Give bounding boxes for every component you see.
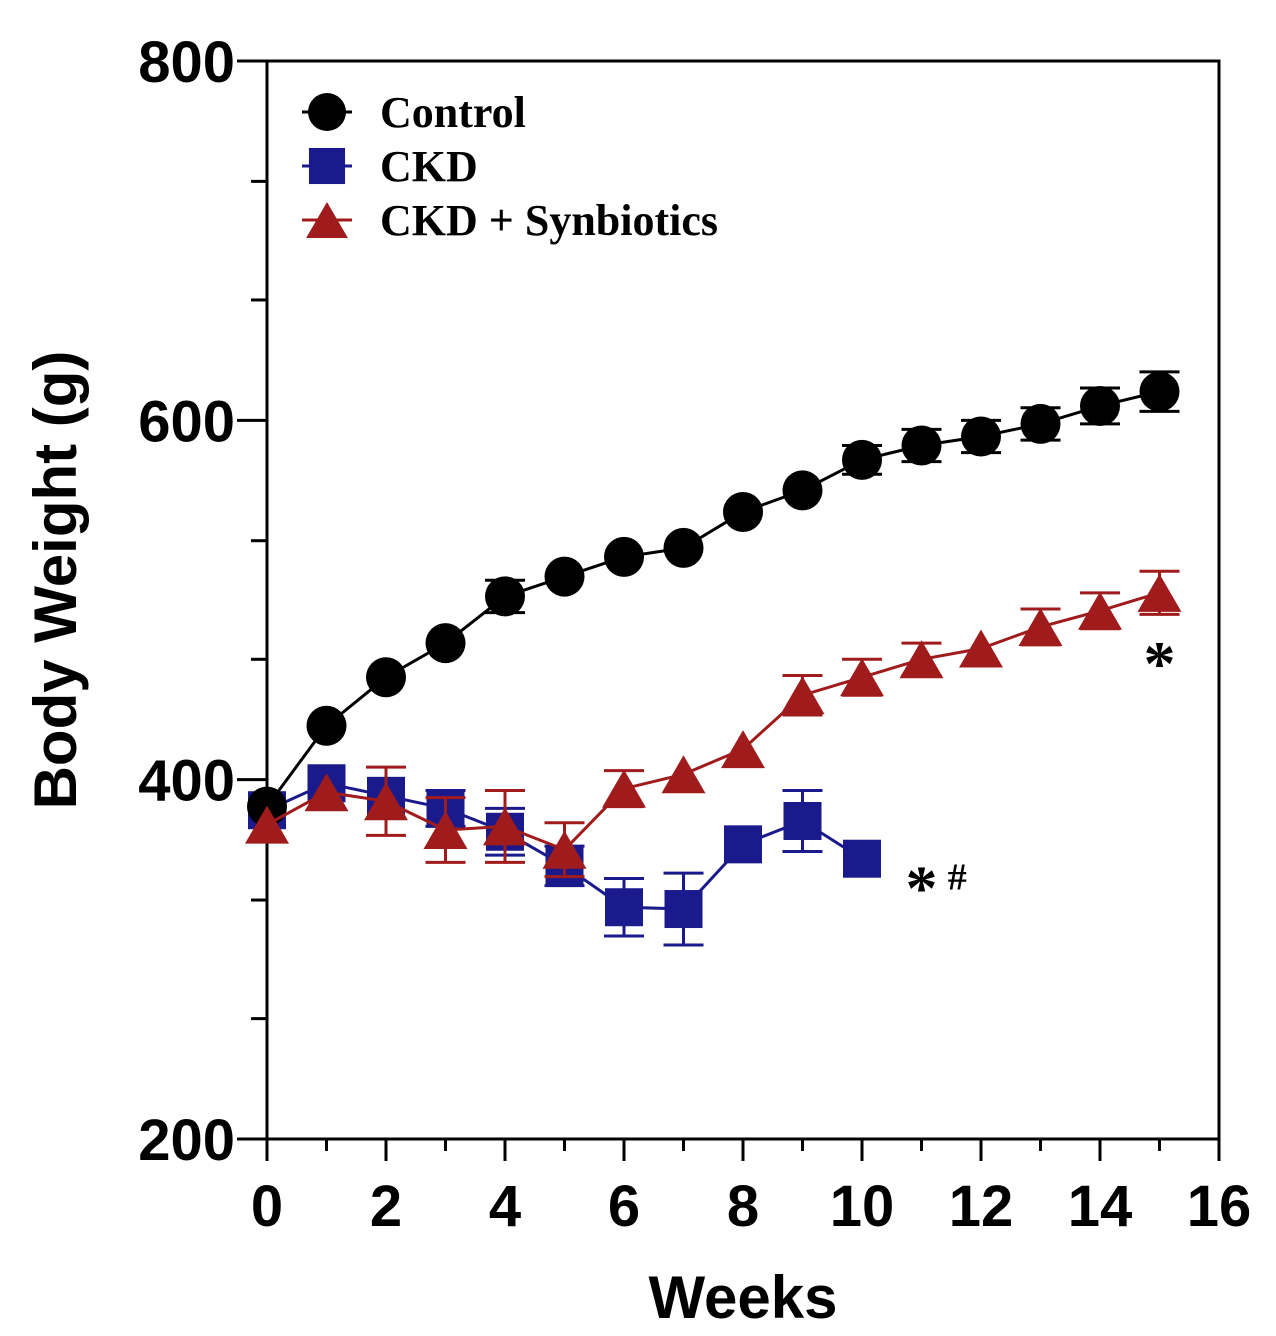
- legend-entry: CKD: [302, 142, 478, 191]
- data-point-ckd-synbiotics: [364, 782, 408, 821]
- data-point-control: [604, 536, 644, 577]
- x-tick-label: 0: [251, 1174, 283, 1239]
- data-point-ckd-synbiotics: [1018, 607, 1063, 646]
- data-point-control: [723, 491, 763, 532]
- data-point-control: [1020, 403, 1061, 444]
- annotation-asterisk: *: [906, 852, 938, 923]
- legend-marker: [308, 147, 346, 185]
- data-point-control: [544, 556, 585, 597]
- x-axis: 0 2 4 6 8 10 12 14 16: [251, 1139, 1251, 1239]
- data-point-ckd-synbiotics: [542, 830, 587, 869]
- data-point-control: [842, 439, 882, 480]
- data-point-control: [366, 657, 406, 698]
- data-point-ckd-synbiotics: [721, 730, 765, 769]
- data-point-control: [1139, 371, 1180, 412]
- data-point-ckd: [783, 801, 822, 840]
- annotation-asterisk: *: [1144, 628, 1176, 699]
- data-point-ckd-synbiotics: [899, 640, 944, 679]
- x-tick-label: 16: [1187, 1174, 1252, 1239]
- data-point-ckd-synbiotics: [959, 629, 1003, 668]
- data-point-ckd-synbiotics: [483, 807, 527, 846]
- data-point-control: [782, 470, 823, 511]
- data-point-control: [425, 623, 466, 664]
- legend-entry: CKD + Synbiotics: [302, 196, 718, 245]
- y-tick-label: 600: [138, 389, 235, 454]
- y-tick-label: 200: [138, 1108, 235, 1173]
- x-tick-label: 10: [830, 1174, 895, 1239]
- legend-marker: [308, 93, 346, 131]
- x-tick-label: 2: [370, 1174, 402, 1239]
- series-control: [247, 370, 1180, 827]
- data-point-ckd-synbiotics: [661, 755, 706, 794]
- data-point-ckd: [664, 890, 703, 929]
- series-line: [266, 591, 1160, 852]
- data-point-ckd-synbiotics: [1078, 591, 1122, 630]
- data-point-ckd-synbiotics: [245, 805, 289, 844]
- x-tick-label: 8: [727, 1174, 759, 1239]
- legend-marker: [306, 201, 348, 239]
- annotation-hash: #: [948, 856, 967, 898]
- x-tick-label: 12: [949, 1174, 1014, 1239]
- data-point-ckd: [843, 839, 881, 878]
- annotations: ** #: [906, 628, 1176, 924]
- series-layer: [245, 370, 1182, 947]
- x-tick-label: 14: [1068, 1174, 1133, 1239]
- legend-label: Control: [380, 88, 526, 137]
- y-tick-label: 400: [138, 749, 235, 814]
- y-tick-label: 800: [138, 30, 235, 95]
- y-axis-title: Body Weight (g): [22, 351, 89, 810]
- x-tick-label: 4: [489, 1174, 521, 1239]
- legend-label: CKD + Synbiotics: [380, 196, 718, 245]
- data-point-ckd-synbiotics: [780, 676, 825, 715]
- series-line: [265, 390, 1160, 808]
- data-point-control: [663, 527, 704, 568]
- data-point-ckd-synbiotics: [304, 773, 349, 812]
- legend-label: CKD: [380, 142, 478, 191]
- data-point-control: [306, 705, 347, 746]
- data-point-ckd: [605, 888, 643, 927]
- data-point-control: [961, 416, 1001, 457]
- x-axis-title: Weeks: [648, 1264, 837, 1331]
- data-point-control: [901, 425, 942, 466]
- legend: Control CKD CKD + Synbiotics: [302, 88, 718, 245]
- x-tick-label: 6: [608, 1174, 640, 1239]
- data-point-ckd: [724, 825, 762, 864]
- data-point-control: [485, 576, 525, 617]
- data-point-ckd-synbiotics: [1137, 573, 1182, 612]
- series-ckd-synbiotics: [245, 569, 1182, 879]
- data-point-ckd-synbiotics: [423, 810, 468, 849]
- data-point-ckd-synbiotics: [602, 769, 646, 808]
- y-axis: 200 400 600 800: [138, 30, 267, 1173]
- data-point-control: [1080, 385, 1120, 426]
- data-point-ckd-synbiotics: [840, 658, 884, 697]
- legend-entry: Control: [302, 88, 526, 137]
